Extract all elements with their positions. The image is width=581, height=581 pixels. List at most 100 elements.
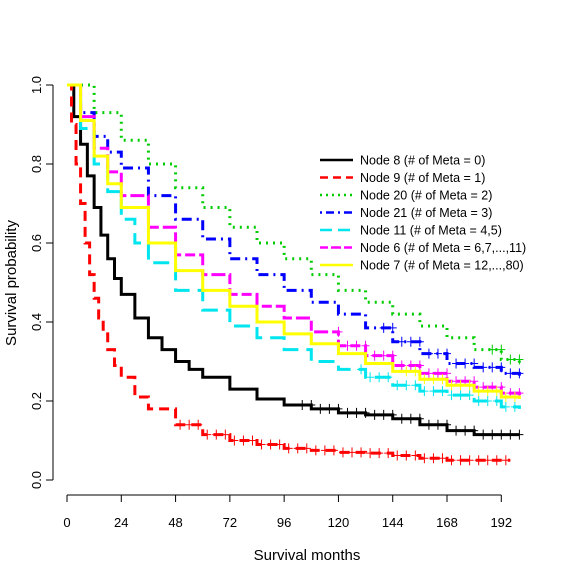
y-tick-label: 0.8 — [29, 155, 44, 173]
censor-mark — [488, 362, 497, 373]
censor-mark — [429, 453, 438, 464]
censor-mark — [415, 413, 424, 424]
censor-mark — [433, 368, 442, 379]
censor-mark — [474, 386, 483, 397]
censor-mark — [433, 419, 442, 430]
censor-mark — [411, 380, 420, 391]
censor-mark — [515, 354, 524, 365]
censor-mark — [443, 419, 452, 430]
series-line — [67, 83, 521, 409]
censor-mark — [424, 419, 433, 430]
censor-mark — [320, 445, 329, 456]
y-tick-label: 1.0 — [29, 76, 44, 94]
censor-mark — [388, 322, 397, 333]
censor-mark — [429, 386, 438, 397]
censor-mark — [497, 429, 506, 440]
censor-mark — [239, 435, 248, 446]
censor-mark — [429, 374, 438, 385]
censor-mark — [266, 439, 275, 450]
legend-label: Node 9 (# of Meta = 1) — [360, 171, 485, 185]
censor-mark — [384, 448, 393, 459]
censor-mark — [402, 380, 411, 391]
censor-mark — [492, 396, 501, 406]
censor-mark — [212, 429, 221, 440]
censor-mark — [379, 322, 388, 333]
censor-mark — [311, 445, 320, 456]
legend: Node 8 (# of Meta = 0) Node 9 (# of Meta … — [320, 154, 526, 273]
censor-mark — [443, 348, 452, 359]
censor-mark — [375, 448, 384, 459]
censor-mark — [352, 340, 361, 351]
censor-mark — [176, 419, 185, 430]
legend-label: Node 6 (# of Meta = 6,7,...,11) — [360, 241, 526, 255]
censor-mark — [352, 407, 361, 418]
x-tick-label: 48 — [168, 515, 182, 530]
censor-mark — [397, 336, 406, 347]
censor-mark — [456, 380, 465, 391]
censor-mark — [325, 403, 334, 414]
censor-mark — [375, 372, 384, 383]
x-tick-label: 120 — [328, 515, 350, 530]
censor-mark — [393, 380, 402, 391]
censor-mark — [479, 362, 488, 373]
censor-mark — [402, 366, 411, 377]
censor-mark — [424, 348, 433, 359]
censor-mark — [438, 386, 447, 397]
x-tick-label: 168 — [436, 515, 458, 530]
censor-mark — [361, 407, 370, 418]
censor-mark — [406, 360, 415, 371]
censor-mark — [302, 443, 311, 454]
censor-mark — [447, 390, 456, 401]
censor-mark — [411, 450, 420, 461]
x-tick-label: 24 — [114, 515, 128, 530]
censor-mark — [357, 447, 366, 458]
censor-mark — [483, 455, 492, 466]
censor-mark — [366, 448, 375, 459]
series-layer — [67, 83, 524, 466]
censor-mark — [470, 358, 479, 369]
censor-mark — [357, 364, 366, 375]
censor-mark — [483, 396, 492, 406]
censor-mark — [501, 401, 510, 412]
censor-mark — [393, 450, 402, 461]
censor-mark — [515, 368, 524, 379]
censor-mark — [474, 396, 483, 406]
censor-mark — [420, 374, 429, 385]
censor-mark — [474, 455, 483, 466]
censor-mark — [379, 350, 388, 361]
censor-mark — [424, 368, 433, 379]
censor-mark — [461, 358, 470, 369]
censor-mark — [221, 429, 230, 440]
censor-mark — [510, 401, 519, 412]
legend-label: Node 20 (# of Meta = 2) — [360, 189, 492, 203]
censor-mark — [343, 407, 352, 418]
censor-mark — [506, 429, 515, 440]
censor-mark — [483, 386, 492, 397]
censor-mark — [447, 455, 456, 466]
legend-label: Node 8 (# of Meta = 0) — [360, 154, 485, 168]
censor-mark — [384, 372, 393, 383]
y-tick-label: 0.0 — [29, 471, 44, 489]
y-axis-title: Survival probability — [3, 220, 20, 346]
censor-mark — [461, 425, 470, 436]
censor-mark — [492, 386, 501, 397]
censor-mark — [388, 350, 397, 361]
series-line — [67, 83, 521, 379]
x-tick-label: 0 — [63, 515, 70, 530]
censor-mark — [397, 413, 406, 424]
x-tick-label: 144 — [382, 515, 404, 530]
censor-mark — [488, 429, 497, 440]
x-tick-label: 96 — [277, 515, 291, 530]
censor-mark — [420, 453, 429, 464]
censor-mark — [488, 344, 497, 355]
y-tick-label: 0.6 — [29, 234, 44, 252]
censor-mark — [284, 443, 293, 454]
series-line — [67, 83, 521, 400]
censor-mark — [366, 372, 375, 383]
censor-mark — [316, 403, 325, 414]
censor-mark — [406, 336, 415, 347]
censor-mark — [230, 435, 239, 446]
censor-mark — [438, 453, 447, 464]
censor-mark — [388, 409, 397, 420]
